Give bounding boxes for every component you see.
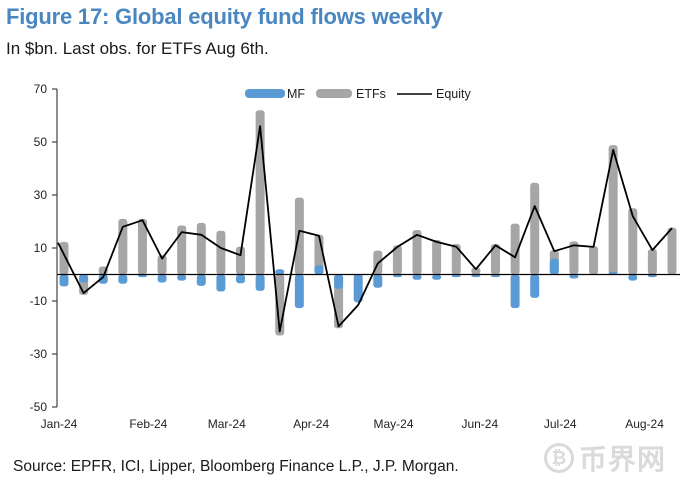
y-tick-label: 50 xyxy=(34,135,48,149)
mf-bar xyxy=(471,274,481,278)
mf-bar xyxy=(412,274,422,280)
legend-mf-swatch xyxy=(245,89,285,98)
mf-bar xyxy=(275,269,285,275)
mf-bar xyxy=(236,274,246,284)
etf-bar xyxy=(471,267,481,275)
mf-bar xyxy=(432,274,442,280)
mf-bar xyxy=(569,274,579,279)
y-tick-label: -30 xyxy=(30,347,48,361)
etf-bar xyxy=(608,145,618,275)
chart-subtitle: In $bn. Last obs. for ETFs Aug 6th. xyxy=(6,39,269,58)
mf-bar xyxy=(177,274,187,281)
watermark-text: 币界网 xyxy=(579,443,667,476)
etf-bar xyxy=(294,197,304,275)
mf-bar xyxy=(451,274,461,278)
etf-bar xyxy=(647,249,657,275)
etf-bar xyxy=(569,241,579,275)
legend-etf-swatch xyxy=(316,89,352,98)
mf-bar xyxy=(137,274,147,278)
chart-title: Figure 17: Global equity fund flows week… xyxy=(6,4,443,29)
mf-bar xyxy=(628,274,638,281)
mf-bar xyxy=(334,274,344,289)
etf-bar xyxy=(137,218,147,275)
etf-bars xyxy=(59,110,677,336)
watermark: ₿ 币界网 xyxy=(544,438,666,478)
y-tick-label: 10 xyxy=(34,241,48,255)
x-tick-label: Apr-24 xyxy=(293,417,329,431)
etf-bar xyxy=(510,223,520,275)
x-tick-label: Feb-24 xyxy=(129,417,167,431)
etf-bar xyxy=(177,225,187,275)
mf-bar xyxy=(353,274,363,303)
mf-bar xyxy=(530,274,540,298)
y-tick-label: 70 xyxy=(34,82,48,96)
etf-bar xyxy=(157,255,167,275)
x-tick-label: May-24 xyxy=(373,417,413,431)
mf-bar xyxy=(196,274,206,286)
x-tick-label: Jul-24 xyxy=(544,417,577,431)
mf-bar xyxy=(392,274,402,278)
x-ticks: Jan-24 Feb-24 Mar-24 Apr-24 May-24 Jun-24 Jul-… xyxy=(41,417,665,431)
mf-bar xyxy=(216,274,226,292)
etf-bar xyxy=(196,222,206,275)
etf-bar xyxy=(392,245,402,275)
x-tick-label: Mar-24 xyxy=(208,417,246,431)
mf-bar xyxy=(510,274,520,309)
mf-bar xyxy=(549,258,559,275)
legend-etf-label: ETFs xyxy=(356,87,386,101)
y-tick-label: -10 xyxy=(30,294,48,308)
mf-bar xyxy=(314,265,324,275)
etf-bar xyxy=(490,244,500,275)
mf-bar xyxy=(294,274,304,309)
mf-bar xyxy=(608,271,618,275)
source-note: Source: EPFR, ICI, Lipper, Bloomberg Fin… xyxy=(13,458,459,475)
y-tick-label: 30 xyxy=(34,188,48,202)
etf-bar xyxy=(589,246,599,275)
mf-bars xyxy=(59,258,657,309)
mf-bar xyxy=(98,274,108,284)
mf-bar xyxy=(490,274,500,278)
legend-mf-label: MF xyxy=(287,87,305,101)
bitcoin-coin-icon: ₿ xyxy=(544,443,574,473)
mf-bar xyxy=(373,274,383,288)
legend: MF ETFs Equity xyxy=(245,87,471,101)
etf-bar xyxy=(451,244,461,275)
etf-bar xyxy=(432,240,442,275)
mf-bar xyxy=(59,274,69,287)
equity-line xyxy=(57,125,673,333)
x-tick-label: Jan-24 xyxy=(41,417,78,431)
mf-bar xyxy=(157,274,167,283)
mf-bar xyxy=(79,274,89,283)
x-tick-label: Aug-24 xyxy=(625,417,664,431)
y-ticks: 70 50 30 10 -10 -30 -50 xyxy=(30,82,57,414)
etf-bar xyxy=(412,229,422,275)
etf-bar xyxy=(530,182,540,275)
x-tick-label: Jun-24 xyxy=(461,417,498,431)
mf-bar xyxy=(255,274,265,291)
y-tick-label: -50 xyxy=(30,400,48,414)
legend-equity-label: Equity xyxy=(436,87,471,101)
etf-bar xyxy=(667,227,677,275)
mf-bar xyxy=(118,274,128,284)
etf-bar xyxy=(216,230,226,275)
mf-bar xyxy=(647,274,657,278)
etf-bar xyxy=(628,208,638,275)
